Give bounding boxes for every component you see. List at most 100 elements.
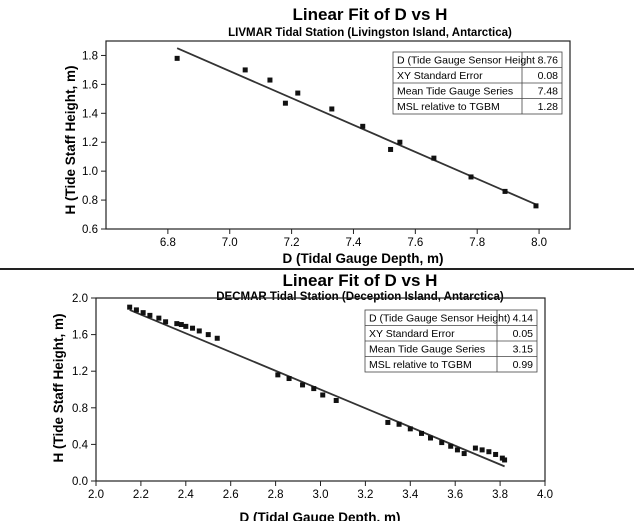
y-tick-label: 0.8	[72, 403, 88, 415]
data-point	[385, 419, 391, 425]
stats-value: 4.14	[513, 313, 534, 325]
data-point	[397, 139, 403, 145]
stats-label: D (Tide Gauge Sensor Height)	[369, 313, 510, 325]
data-point	[183, 323, 189, 329]
stats-label: XY Standard Error	[397, 70, 483, 82]
x-tick-label: 2.6	[223, 489, 239, 501]
livmar-chart-panel: Linear Fit of D vs H LIVMAR Tidal Statio…	[63, 5, 571, 266]
data-point	[468, 174, 474, 180]
decmar-chart-panel: Linear Fit of D vs H DECMAR Tidal Statio…	[0, 270, 634, 521]
data-point	[493, 451, 499, 457]
data-point	[486, 449, 492, 455]
data-point	[396, 421, 402, 427]
data-point	[502, 188, 508, 194]
livmar-chart: Linear Fit of D vs H LIVMAR Tidal Statio…	[63, 5, 571, 266]
data-point	[140, 310, 146, 316]
data-point	[174, 55, 180, 61]
data-point	[502, 457, 508, 463]
stats-value: 0.05	[513, 328, 534, 340]
data-point	[388, 146, 394, 152]
x-tick-label: 3.2	[357, 489, 373, 501]
stats-table: D (Tide Gauge Sensor Height 8.76 XY Standa…	[392, 51, 563, 115]
x-axis-label: D (Tidal Gauge Depth, m)	[239, 510, 400, 521]
data-point	[127, 304, 133, 310]
stats-value: 0.08	[538, 70, 559, 82]
y-axis-label: H (Tide Staff Height, m)	[51, 313, 66, 462]
data-point	[286, 376, 292, 382]
chart-title: Linear Fit of D vs H	[283, 271, 438, 290]
data-point	[360, 123, 366, 129]
fit-line	[176, 47, 537, 206]
y-tick-label: 1.2	[82, 137, 98, 149]
data-point	[205, 332, 211, 338]
chart-subtitle: DECMAR Tidal Station (Deception Island, …	[216, 291, 504, 303]
stats-value: 8.76	[538, 55, 559, 67]
x-tick-label: 3.8	[492, 489, 508, 501]
x-tick-label: 7.6	[407, 237, 423, 249]
x-tick-label: 7.8	[469, 237, 485, 249]
data-point	[190, 325, 196, 331]
y-tick-label: 0.4	[72, 439, 89, 451]
data-point	[407, 426, 413, 432]
data-point	[196, 328, 202, 334]
x-tick-label: 7.4	[345, 237, 362, 249]
y-tick-label: 0.0	[72, 476, 88, 488]
y-tick-label: 1.6	[82, 79, 98, 91]
data-point	[419, 430, 425, 436]
data-point	[156, 315, 162, 321]
y-tick-label: 0.6	[82, 224, 98, 236]
data-point	[454, 447, 460, 453]
x-tick-label: 3.4	[402, 489, 419, 501]
y-axis-label: H (Tide Staff Height, m)	[63, 65, 78, 214]
y-tick-label: 1.4	[82, 108, 99, 120]
data-point	[242, 67, 248, 73]
chart-subtitle: LIVMAR Tidal Station (Livingston Island,…	[228, 27, 512, 39]
data-point	[533, 203, 539, 209]
data-point	[275, 372, 281, 378]
data-point	[448, 443, 454, 449]
panel-divider	[0, 268, 634, 270]
x-tick-label: 2.8	[268, 489, 284, 501]
stats-label: D (Tide Gauge Sensor Height	[397, 55, 535, 67]
data-point	[295, 90, 301, 96]
data-point	[428, 435, 434, 441]
y-tick-label: 0.8	[82, 195, 98, 207]
stats-label: MSL relative to TGBM	[397, 101, 500, 113]
x-tick-label: 8.0	[531, 237, 547, 249]
y-tick-label: 1.8	[82, 50, 98, 62]
stats-label: Mean Tide Gauge Series	[369, 344, 485, 356]
x-tick-label: 4.0	[537, 489, 553, 501]
x-tick-label: 2.0	[88, 489, 104, 501]
chart-title: Linear Fit of D vs H	[293, 5, 448, 24]
data-point	[311, 386, 317, 392]
data-point	[329, 106, 335, 112]
data-point	[320, 392, 326, 398]
data-point	[472, 445, 478, 451]
plot-frame	[105, 40, 571, 230]
stats-label: XY Standard Error	[369, 328, 455, 340]
data-point	[133, 307, 139, 313]
x-axis-label: D (Tidal Gauge Depth, m)	[282, 251, 443, 266]
y-tick-label: 1.2	[72, 366, 88, 378]
data-point	[431, 155, 437, 161]
x-tick-label: 3.6	[447, 489, 463, 501]
stats-table: D (Tide Gauge Sensor Height) 4.14 XY Stand…	[364, 309, 538, 373]
data-point	[163, 319, 169, 325]
data-point	[178, 322, 184, 328]
x-tick-label: 7.2	[284, 237, 300, 249]
stats-value: 3.15	[513, 344, 534, 356]
data-point	[214, 335, 220, 341]
data-point	[282, 100, 288, 106]
data-point	[333, 397, 339, 403]
stats-label: MSL relative to TGBM	[369, 359, 472, 371]
data-point	[439, 440, 445, 446]
x-tick-label: 2.2	[133, 489, 149, 501]
data-point	[147, 312, 153, 318]
data-point	[267, 77, 273, 83]
stats-value: 0.99	[513, 359, 534, 371]
y-tick-label: 1.0	[82, 166, 98, 178]
data-point	[461, 451, 467, 457]
stats-value: 7.48	[538, 86, 559, 98]
y-tick-label: 1.6	[72, 330, 88, 342]
y-tick-label: 2.0	[72, 293, 88, 305]
